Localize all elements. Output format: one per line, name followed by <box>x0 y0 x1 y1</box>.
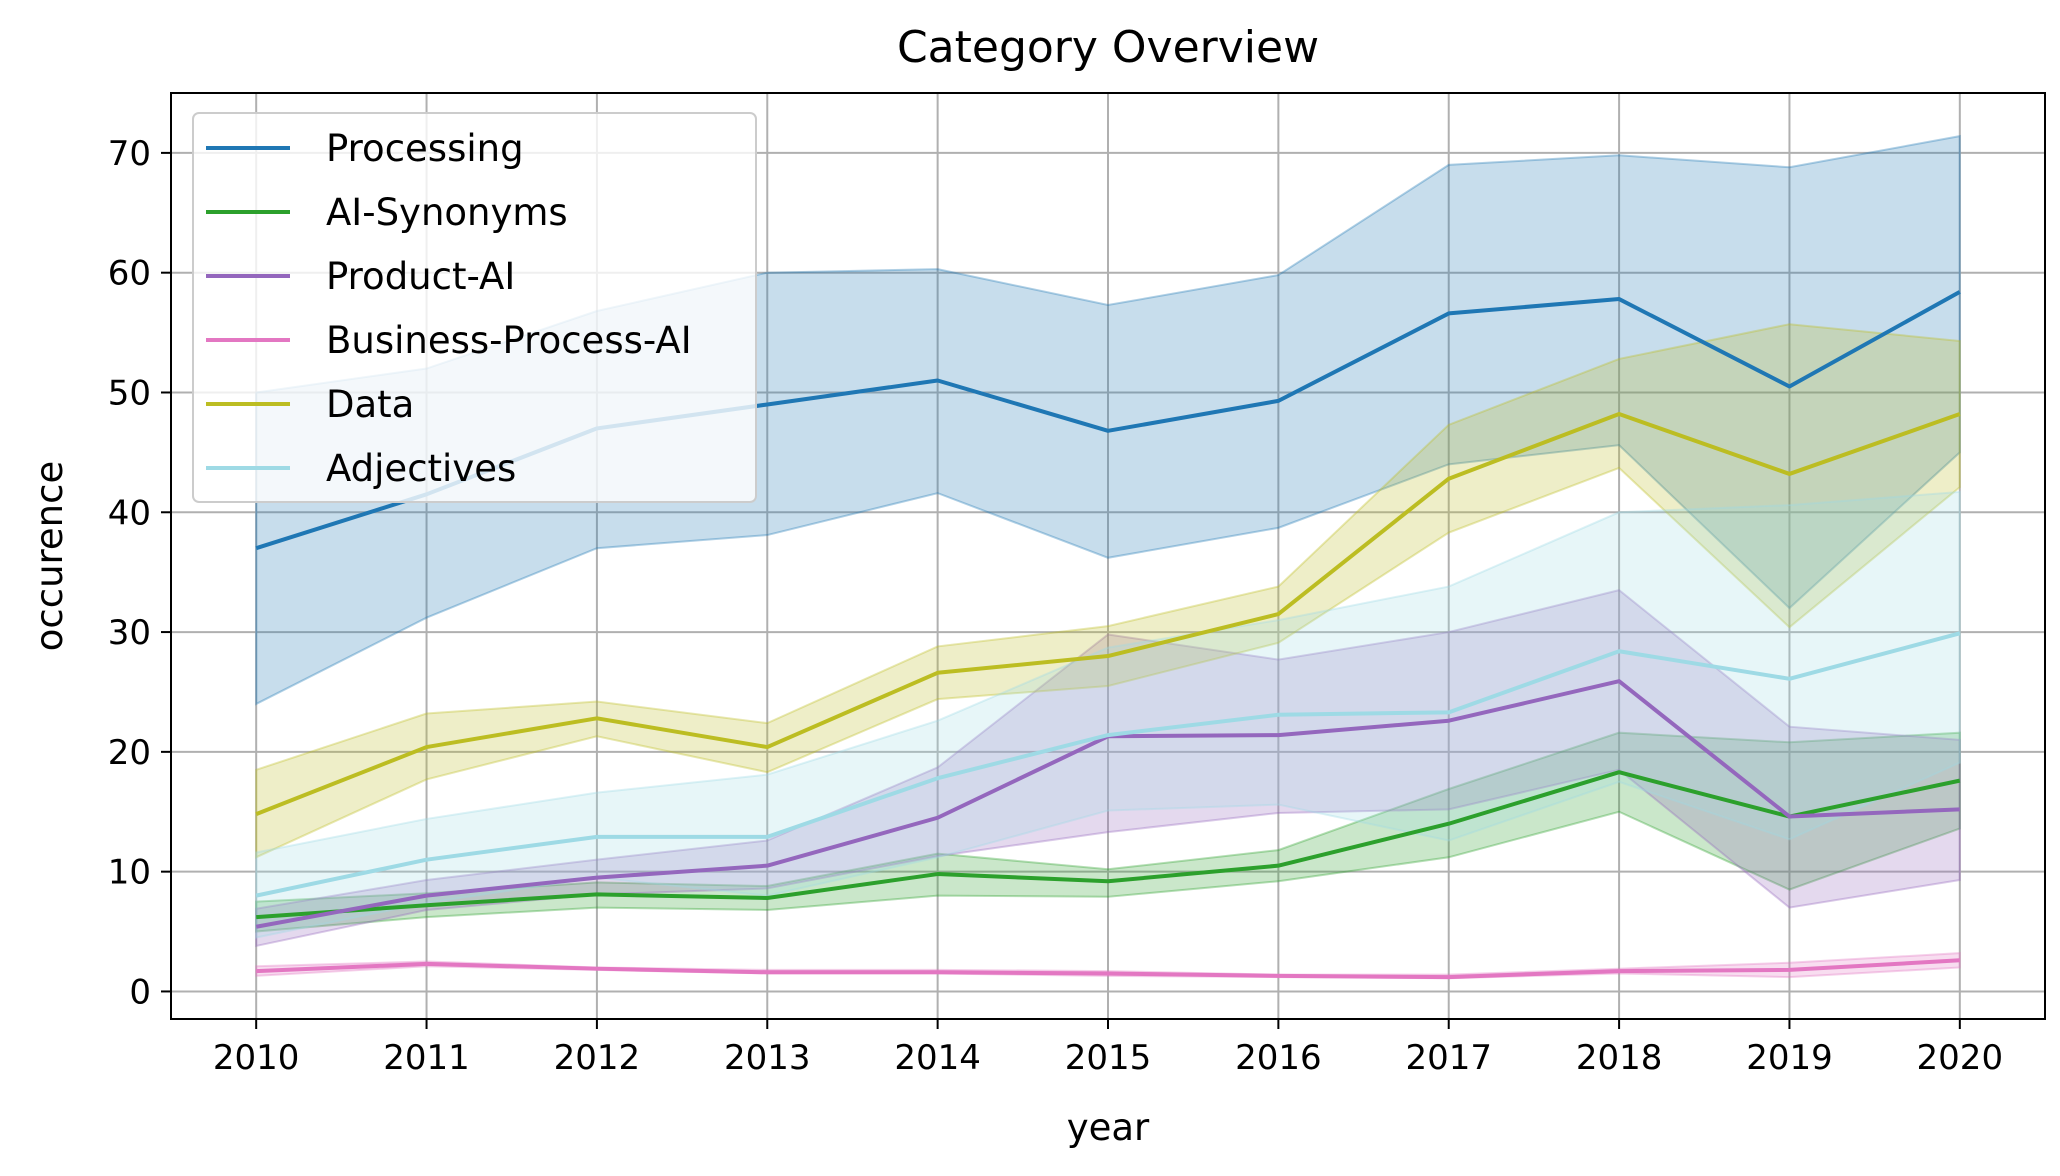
x-tick-label: 2019 <box>1746 1038 1833 1078</box>
band-processing <box>255 134 1961 706</box>
axis-ticks: 2010 2011 2012 2013 2014 2015 2016 2017 2018 2019… <box>108 134 2003 1078</box>
x-tick-label: 2016 <box>1235 1038 1322 1078</box>
x-tick-label: 2017 <box>1405 1038 1492 1078</box>
line-business-process-ai <box>256 958 1960 980</box>
y-tick-label: 50 <box>108 373 151 413</box>
legend: Processing AI-Synonyms Product-AI Business-… <box>192 112 757 503</box>
line-adjectives <box>255 631 1961 898</box>
confidence-bands <box>255 134 1961 980</box>
x-tick-label: 2015 <box>1065 1038 1152 1078</box>
plot-frame <box>170 92 2046 1020</box>
y-tick-label: 10 <box>108 853 151 893</box>
band-ai-synonyms <box>255 731 1961 933</box>
x-tick-label: 2020 <box>1917 1038 2004 1078</box>
legend-label-adjectives: Adjectives <box>326 447 516 490</box>
band-data <box>255 323 1961 859</box>
band-product-ai <box>255 589 1961 948</box>
chart-title: Category Overview <box>897 22 1319 73</box>
y-tick-label: 20 <box>108 733 151 773</box>
y-tick-label: 70 <box>108 134 151 174</box>
legend-label-data: Data <box>326 383 414 426</box>
line-data <box>255 412 1961 817</box>
x-axis-label: year <box>1067 1106 1150 1149</box>
y-axis-label: occurence <box>28 461 71 652</box>
legend-box <box>192 112 757 503</box>
legend-label-processing: Processing <box>326 127 524 170</box>
y-tick-label: 0 <box>129 972 151 1012</box>
y-tick-label: 30 <box>108 613 151 653</box>
x-tick-label: 2012 <box>554 1038 641 1078</box>
x-tick-label: 2010 <box>213 1038 300 1078</box>
legend-label-business-process-ai: Business-Process-AI <box>326 319 692 362</box>
x-tick-label: 2011 <box>383 1038 470 1078</box>
legend-label-ai-synonyms: AI-Synonyms <box>326 191 568 234</box>
band-adjectives <box>255 490 1961 939</box>
x-tick-label: 2013 <box>724 1038 811 1078</box>
line-ai-synonyms <box>256 770 1961 920</box>
y-tick-label: 40 <box>108 493 151 533</box>
legend-label-product-ai: Product-AI <box>326 255 515 298</box>
x-tick-label: 2018 <box>1576 1038 1663 1078</box>
y-tick-label: 60 <box>108 254 151 294</box>
x-tick-label: 2014 <box>894 1038 981 1078</box>
